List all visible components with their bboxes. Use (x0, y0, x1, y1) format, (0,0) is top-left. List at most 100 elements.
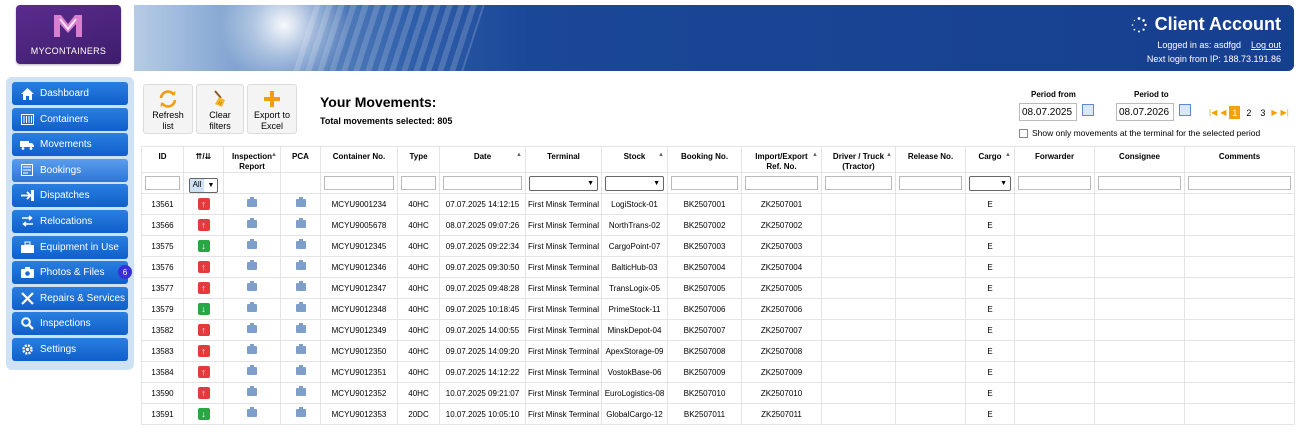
filter-container-input[interactable] (324, 175, 394, 190)
col-type[interactable]: Type (397, 146, 440, 173)
col-date[interactable]: Date ▲ (439, 146, 526, 173)
cell-id: 13583 (141, 340, 184, 362)
cell-booking-no: BK2507003 (667, 235, 742, 257)
sidebar-item-dispatches[interactable]: Dispatches (12, 184, 128, 208)
pca-icon[interactable] (295, 239, 306, 249)
pca-icon[interactable] (295, 386, 306, 396)
sidebar-item-movements[interactable]: Movements (12, 133, 128, 157)
col-release-no[interactable]: Release No. (895, 146, 966, 173)
cell-ref-no: ZK2507010 (741, 382, 822, 404)
filter-direction-select[interactable]: All ▼ (188, 177, 219, 193)
pca-icon[interactable] (295, 323, 306, 333)
prev-page-icon[interactable]: ◀ (1220, 108, 1227, 117)
pca-icon[interactable] (295, 281, 306, 291)
col-id[interactable]: ID (141, 146, 184, 173)
col-container-no[interactable]: Container No. (320, 146, 398, 173)
col-ref-no[interactable]: Import/Export Ref. No. ▲ (741, 146, 822, 173)
last-page-icon[interactable]: ▶| (1280, 108, 1289, 117)
period-to-input[interactable] (1116, 103, 1174, 121)
filter-stock-select[interactable]: ▼ (605, 175, 664, 191)
pca-icon[interactable] (295, 260, 306, 270)
period-from-input[interactable] (1019, 103, 1077, 121)
col-cargo[interactable]: Cargo ▲ (965, 146, 1015, 173)
inspection-report-icon[interactable] (247, 323, 257, 333)
sidebar-item-settings[interactable]: Settings (12, 337, 128, 361)
col-inspection-report[interactable]: Inspection Report ▲ (223, 146, 281, 173)
table-row[interactable]: 13591 ↓ MCYU9012353 20DC 10.07.2025 10:0… (141, 403, 1295, 425)
inspection-report-icon[interactable] (247, 386, 257, 396)
sidebar-item-bookings[interactable]: Bookings (12, 158, 128, 182)
sidebar-item-photos-files[interactable]: Photos & Files 6 (12, 261, 132, 285)
filter-forwarder-input[interactable] (1018, 175, 1091, 190)
pca-icon[interactable] (295, 302, 306, 312)
pca-icon[interactable] (295, 197, 306, 207)
col-direction[interactable]: ⇈/⇊ (183, 146, 224, 173)
filter-driver-input[interactable] (825, 175, 892, 190)
filter-date-input[interactable] (443, 175, 522, 190)
col-booking-no[interactable]: Booking No. (667, 146, 742, 173)
table-row[interactable]: 13582 ↑ MCYU9012349 40HC 09.07.2025 14:0… (141, 319, 1295, 341)
brand-logo[interactable]: MYCONTAINERS (16, 5, 121, 64)
table-row[interactable]: 13584 ↑ MCYU9012351 40HC 09.07.2025 14:1… (141, 361, 1295, 383)
table-row[interactable]: 13561 ↑ MCYU9001234 40HC 07.07.2025 14:1… (141, 193, 1295, 215)
sidebar-item-equipment-in-use[interactable]: Equipment in Use (12, 235, 128, 259)
col-driver-truck[interactable]: Driver / Truck (Tractor) ▲ (821, 146, 896, 173)
page-3[interactable]: 3 (1260, 107, 1266, 118)
pca-icon[interactable] (295, 407, 306, 417)
table-row[interactable]: 13575 ↓ MCYU9012345 40HC 09.07.2025 09:2… (141, 235, 1295, 257)
sidebar-item-relocations[interactable]: Relocations (12, 209, 128, 233)
inspection-report-icon[interactable] (247, 281, 257, 291)
filter-consignee-input[interactable] (1098, 175, 1181, 190)
inspection-report-icon[interactable] (247, 365, 257, 375)
filter-booking-input[interactable] (671, 175, 738, 190)
pca-icon[interactable] (295, 218, 306, 228)
pca-icon[interactable] (295, 365, 306, 375)
inspection-report-icon[interactable] (247, 197, 257, 207)
direction-arrow-icon: ↑ (197, 261, 210, 273)
inspection-report-icon[interactable] (247, 218, 257, 228)
account-title-text: Client Account (1154, 14, 1281, 34)
filter-type-input[interactable] (401, 175, 436, 190)
table-row[interactable]: 13579 ↓ MCYU9012348 40HC 09.07.2025 10:1… (141, 298, 1295, 320)
filter-cargo-select[interactable]: ▼ (969, 175, 1011, 191)
page-2[interactable]: 2 (1246, 107, 1252, 118)
calendar-to-icon[interactable] (1179, 104, 1191, 116)
filter-id-input[interactable] (145, 175, 180, 190)
sidebar-item-repairs-services[interactable]: Repairs & Services (12, 286, 128, 310)
table-row[interactable]: 13576 ↑ MCYU9012346 40HC 09.07.2025 09:3… (141, 256, 1295, 278)
col-terminal[interactable]: Terminal (525, 146, 602, 173)
col-comments[interactable]: Comments (1184, 146, 1295, 173)
inspection-report-icon[interactable] (247, 239, 257, 249)
filter-release-input[interactable] (899, 175, 962, 190)
refresh-list-button[interactable]: Refresh list (143, 84, 193, 134)
page-1[interactable]: 1 (1229, 106, 1241, 119)
filter-ref-input[interactable] (745, 175, 818, 190)
table-row[interactable]: 13590 ↑ MCYU9012352 40HC 10.07.2025 09:2… (141, 382, 1295, 404)
filter-comments-input[interactable] (1188, 175, 1291, 190)
cell-cargo: E (965, 382, 1015, 404)
table-row[interactable]: 13583 ↑ MCYU9012350 40HC 09.07.2025 14:0… (141, 340, 1295, 362)
col-pca[interactable]: PCA (280, 146, 321, 173)
clear-filters-button[interactable]: Clear filters (196, 84, 244, 134)
sidebar-item-inspections[interactable]: Inspections (12, 312, 128, 336)
inspection-report-icon[interactable] (247, 407, 257, 417)
show-only-terminal-option[interactable]: Show only movements at the terminal for … (1019, 128, 1260, 138)
calendar-from-icon[interactable] (1082, 104, 1094, 116)
col-stock[interactable]: Stock ▲ (601, 146, 668, 173)
inspection-report-icon[interactable] (247, 344, 257, 354)
filter-terminal-select[interactable]: ▼ (529, 175, 598, 191)
inspection-report-icon[interactable] (247, 302, 257, 312)
table-row[interactable]: 13566 ↑ MCYU9005678 40HC 08.07.2025 09:0… (141, 214, 1295, 236)
pca-icon[interactable] (295, 344, 306, 354)
next-page-icon[interactable]: ▶ (1271, 108, 1278, 117)
logout-link[interactable]: Log out (1250, 40, 1281, 50)
sidebar-item-dashboard[interactable]: Dashboard (12, 82, 128, 105)
export-excel-button[interactable]: Export to Excel (247, 84, 297, 134)
inspection-report-icon[interactable] (247, 260, 257, 270)
first-page-icon[interactable]: |◀ (1209, 108, 1218, 117)
table-row[interactable]: 13577 ↑ MCYU9012347 40HC 09.07.2025 09:4… (141, 277, 1295, 299)
col-forwarder[interactable]: Forwarder (1014, 146, 1095, 173)
show-only-checkbox[interactable] (1019, 128, 1028, 138)
col-consignee[interactable]: Consignee (1094, 146, 1185, 173)
sidebar-item-containers[interactable]: Containers (12, 107, 128, 131)
